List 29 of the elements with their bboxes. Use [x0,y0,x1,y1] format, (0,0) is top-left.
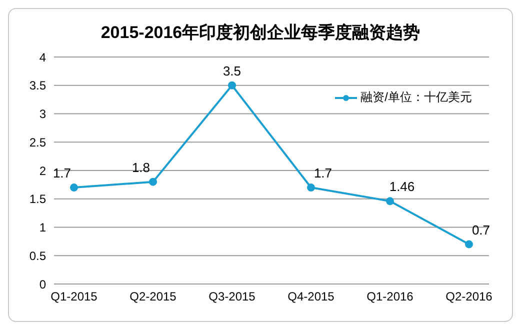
y-tick-label: 0.5 [29,248,46,263]
y-tick-label: 3.5 [29,78,46,93]
point [228,81,236,90]
legend-label: 融资/单位：十亿美元 [360,89,472,106]
point [386,197,394,206]
point [70,184,78,192]
data-label: 1.7 [52,166,72,181]
y-tick-label: 0 [39,277,46,292]
data-label: 1.46 [389,179,415,194]
x-tick-label: Q2-2015 [130,290,177,304]
point [149,178,157,186]
data-label: 0.7 [472,222,490,238]
y-tick-label: 2.5 [29,135,46,150]
data-label: 3.5 [222,63,242,78]
x-tick-label: Q4-2015 [288,290,335,304]
y-tick-label: 3 [39,107,46,122]
y-tick-label: 4 [39,50,46,64]
y-tick-label: 1 [39,220,46,235]
data-label: 1.8 [132,160,150,175]
y-tick-label: 1.5 [29,192,46,206]
x-tick-label: Q3-2015 [208,290,256,304]
data-label: 1.7 [314,166,332,181]
x-tick-label: Q2-2016 [446,290,493,304]
chart-title: 2015-2016年印度初创企业每季度融资趋势 [100,22,422,44]
x-tick-label: Q1-2016 [366,290,414,304]
point [307,184,315,192]
point [465,240,473,248]
x-tick-label: Q1-2015 [50,290,98,304]
y-tick-label: 2 [39,164,46,178]
